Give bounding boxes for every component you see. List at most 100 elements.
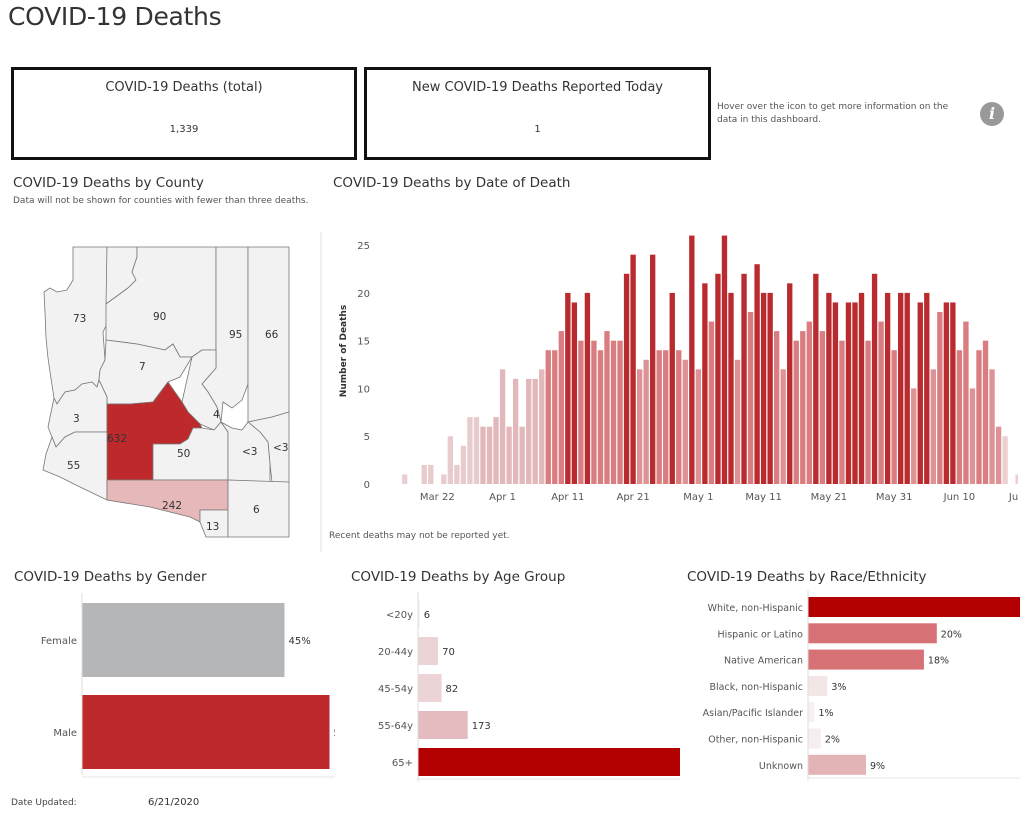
- date-bar[interactable]: [519, 426, 525, 484]
- date-bar[interactable]: [552, 350, 558, 484]
- date-bar[interactable]: [924, 292, 930, 484]
- bar[interactable]: [808, 597, 1020, 617]
- date-bar[interactable]: [832, 302, 839, 484]
- date-bar[interactable]: [865, 340, 871, 484]
- bar[interactable]: [418, 711, 468, 739]
- date-bar[interactable]: [663, 350, 669, 484]
- date-bar[interactable]: [982, 340, 989, 484]
- date-bar[interactable]: [682, 359, 688, 484]
- date-bar[interactable]: [545, 350, 551, 484]
- date-bar[interactable]: [558, 331, 564, 484]
- county-cochise[interactable]: [227, 479, 290, 538]
- date-bar[interactable]: [695, 369, 702, 484]
- date-bar[interactable]: [780, 369, 786, 484]
- date-bar[interactable]: [819, 331, 826, 484]
- date-bar[interactable]: [774, 331, 780, 484]
- date-bar[interactable]: [787, 283, 793, 484]
- date-bar[interactable]: [623, 273, 630, 484]
- date-bar[interactable]: [845, 302, 852, 484]
- date-bar[interactable]: [891, 350, 897, 484]
- date-bar[interactable]: [506, 426, 512, 484]
- date-bar[interactable]: [917, 302, 923, 484]
- date-bar[interactable]: [898, 292, 904, 484]
- date-bar[interactable]: [715, 273, 721, 484]
- date-bar[interactable]: [467, 417, 473, 484]
- date-bar[interactable]: [878, 321, 884, 484]
- date-bar[interactable]: [480, 426, 486, 484]
- date-bar[interactable]: [578, 340, 584, 484]
- date-bar[interactable]: [597, 350, 604, 484]
- county-mohave[interactable]: [43, 246, 109, 405]
- date-bar[interactable]: [1002, 436, 1008, 484]
- date-bar[interactable]: [454, 464, 460, 484]
- date-bar[interactable]: [428, 464, 434, 484]
- date-bar[interactable]: [473, 417, 480, 484]
- date-bar[interactable]: [943, 302, 950, 484]
- date-bar[interactable]: [650, 254, 656, 484]
- date-bar[interactable]: [526, 378, 532, 484]
- date-bar[interactable]: [669, 292, 675, 484]
- county-graham[interactable]: [220, 421, 271, 483]
- date-bar[interactable]: [689, 235, 695, 484]
- date-bar[interactable]: [806, 321, 812, 484]
- date-bar[interactable]: [721, 235, 728, 484]
- bar[interactable]: [808, 649, 924, 670]
- date-bar[interactable]: [904, 292, 910, 484]
- date-bar[interactable]: [499, 369, 506, 484]
- bar[interactable]: [808, 728, 821, 749]
- date-bar[interactable]: [617, 340, 623, 484]
- date-bar[interactable]: [989, 369, 995, 484]
- date-bar[interactable]: [447, 436, 454, 484]
- date-bar[interactable]: [858, 292, 865, 484]
- date-bar[interactable]: [813, 273, 819, 484]
- date-bar[interactable]: [708, 321, 715, 484]
- date-bar[interactable]: [539, 369, 545, 484]
- date-bar[interactable]: [937, 312, 943, 484]
- date-bar[interactable]: [963, 321, 969, 484]
- bar[interactable]: [82, 695, 330, 769]
- date-bar[interactable]: [565, 292, 571, 484]
- bar[interactable]: [808, 702, 815, 723]
- date-bar[interactable]: [441, 474, 447, 484]
- date-bar[interactable]: [532, 378, 538, 484]
- date-bar[interactable]: [604, 331, 610, 484]
- date-bar[interactable]: [1015, 474, 1018, 484]
- date-bar[interactable]: [800, 331, 806, 484]
- date-bar[interactable]: [976, 350, 982, 484]
- county-santa-cruz[interactable]: [199, 509, 229, 538]
- date-bar[interactable]: [950, 302, 956, 484]
- date-bar[interactable]: [656, 350, 662, 484]
- date-bar[interactable]: [643, 359, 649, 484]
- bar[interactable]: [808, 675, 828, 696]
- date-bar[interactable]: [995, 426, 1002, 484]
- date-bar[interactable]: [591, 340, 597, 484]
- date-bar[interactable]: [852, 302, 858, 484]
- bar[interactable]: [418, 674, 442, 702]
- date-bar[interactable]: [421, 464, 427, 484]
- date-bar[interactable]: [956, 350, 963, 484]
- date-bar[interactable]: [630, 254, 636, 484]
- date-bar[interactable]: [793, 340, 799, 484]
- date-bar[interactable]: [610, 340, 617, 484]
- date-bar[interactable]: [584, 292, 591, 484]
- date-bar[interactable]: [930, 369, 936, 484]
- date-bar[interactable]: [728, 292, 734, 484]
- date-bar[interactable]: [571, 302, 578, 484]
- date-bar[interactable]: [747, 312, 754, 484]
- bar[interactable]: [418, 600, 420, 628]
- bar[interactable]: [808, 754, 866, 775]
- date-bar[interactable]: [512, 378, 519, 484]
- date-bar[interactable]: [486, 426, 493, 484]
- date-bar[interactable]: [702, 283, 708, 484]
- date-bar[interactable]: [884, 292, 891, 484]
- bar[interactable]: [418, 637, 439, 665]
- date-bar[interactable]: [826, 292, 832, 484]
- date-bar[interactable]: [871, 273, 878, 484]
- date-bar[interactable]: [460, 445, 467, 484]
- date-bar[interactable]: [754, 264, 760, 484]
- date-bar[interactable]: [676, 350, 682, 484]
- date-bar[interactable]: [767, 292, 773, 484]
- info-icon[interactable]: i: [980, 102, 1004, 126]
- date-bar[interactable]: [839, 340, 845, 484]
- date-bar[interactable]: [734, 359, 741, 484]
